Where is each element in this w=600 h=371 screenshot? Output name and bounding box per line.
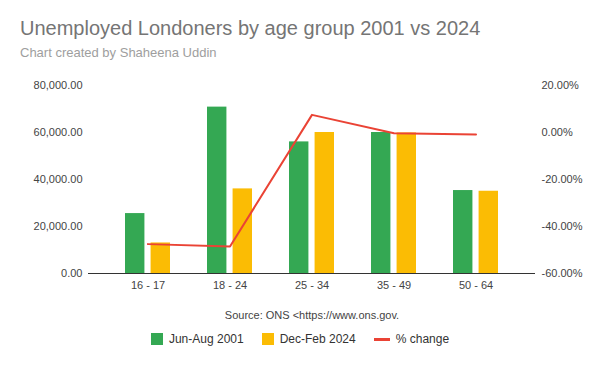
svg-text:35 - 49: 35 - 49 — [377, 279, 411, 291]
svg-text:-20.00%: -20.00% — [542, 173, 583, 185]
svg-text:0.00: 0.00 — [61, 267, 82, 279]
svg-text:-40.00%: -40.00% — [542, 220, 583, 232]
svg-text:0.00%: 0.00% — [542, 126, 573, 138]
html-text:Jun-Aug 2001: Jun-Aug 2001 — [168, 332, 244, 346]
svg-text:50 - 64: 50 - 64 — [459, 279, 493, 291]
html-text:Unemployed Londoners by age gr: Unemployed Londoners by age group 2001 v… — [20, 17, 481, 39]
svg-text:20.00%: 20.00% — [542, 79, 580, 91]
svg-text:18 - 24: 18 - 24 — [213, 279, 247, 291]
svg-text:Source: ONS <https://www.ons.g: Source: ONS <https://www.ons.gov. — [225, 309, 399, 321]
svg-text:-60.00%: -60.00% — [542, 267, 583, 279]
html-text:% change: % change — [395, 332, 450, 346]
html-text:Dec-Feb 2024: Dec-Feb 2024 — [279, 332, 356, 346]
svg-text:25 - 34: 25 - 34 — [295, 279, 329, 291]
svg-text:60,000.00: 60,000.00 — [34, 126, 83, 138]
svg-text:80,000.00: 80,000.00 — [34, 79, 83, 91]
svg-text:16 - 17: 16 - 17 — [131, 279, 165, 291]
svg-text:20,000.00: 20,000.00 — [34, 220, 83, 232]
html-text:Chart created by Shaheena Uddi: Chart created by Shaheena Uddin — [20, 45, 217, 60]
svg-text:40,000.00: 40,000.00 — [34, 173, 83, 185]
